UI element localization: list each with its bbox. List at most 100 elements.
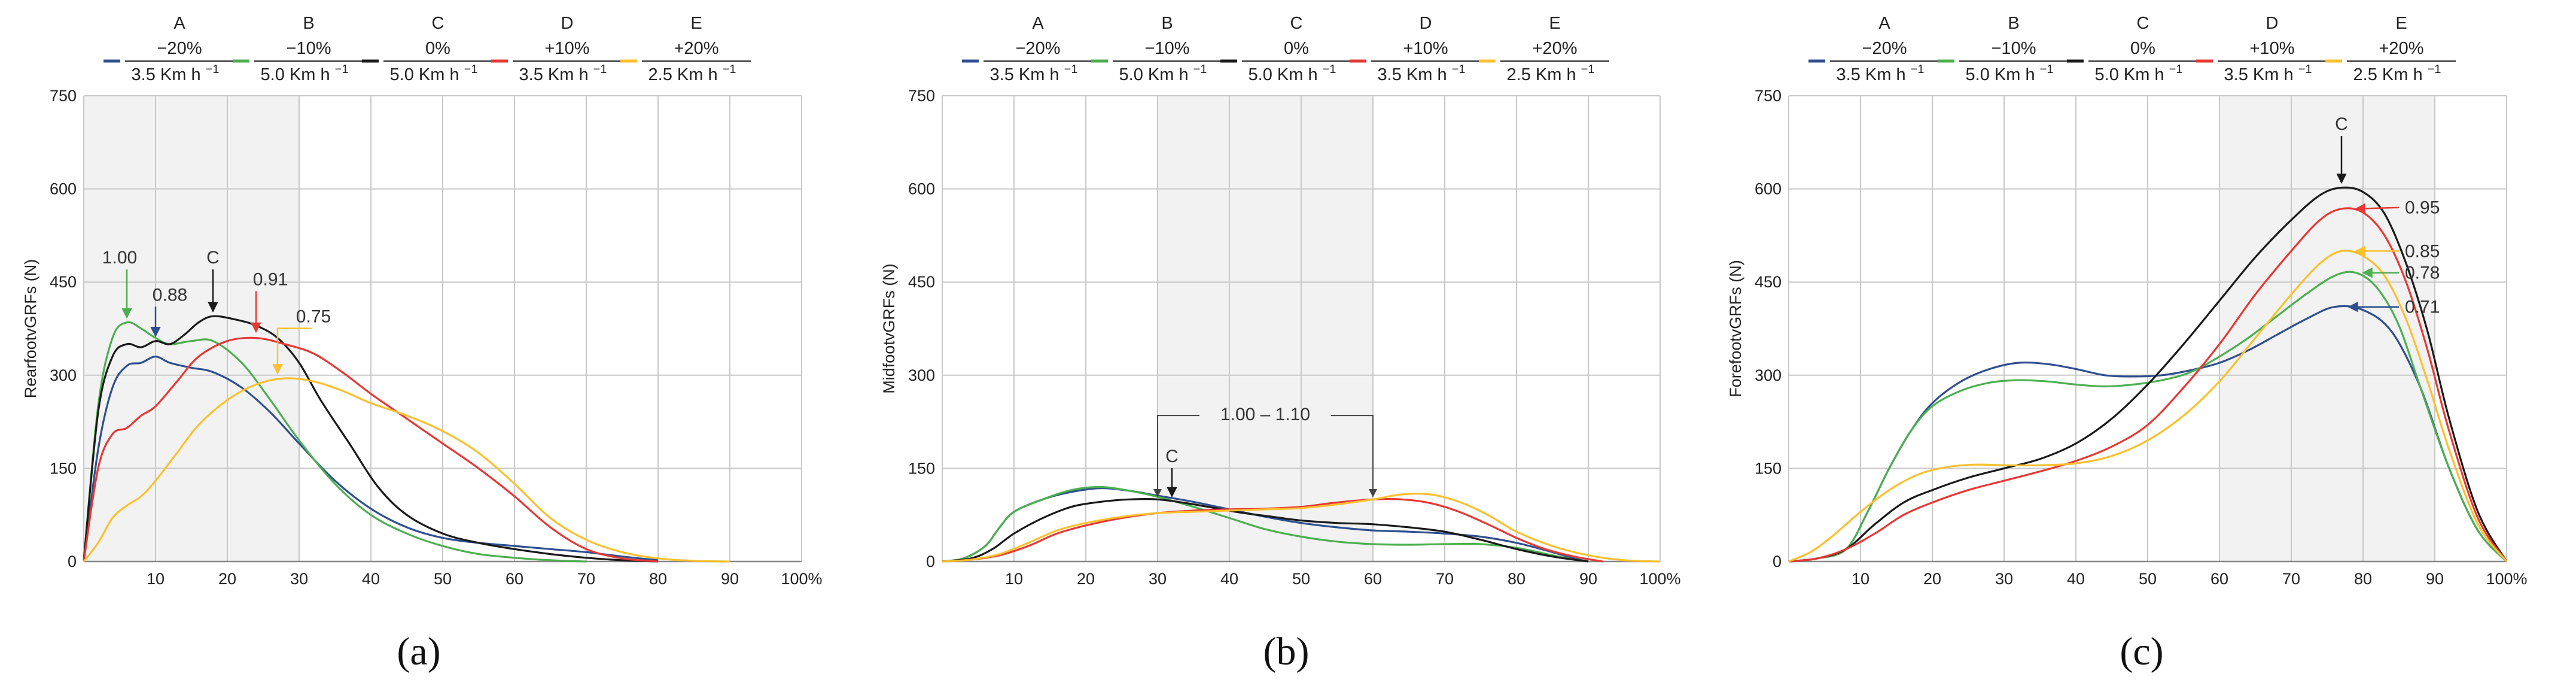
y-tick-label: 150: [1755, 459, 1782, 477]
annotation-label: C: [206, 248, 220, 268]
x-tick-label: 30: [1149, 570, 1167, 588]
legend-key: E: [1549, 14, 1560, 33]
legend-speed: 5.0 Km h −1: [1249, 63, 1336, 84]
legend-speed-exponent: −1: [464, 63, 478, 76]
legend-speed-exponent: −1: [1911, 63, 1925, 76]
legend-percent: −10%: [1145, 39, 1190, 58]
x-tick-label: 70: [1436, 570, 1454, 588]
legend-speed-exponent: −1: [2428, 63, 2441, 76]
legend-percent: 0%: [425, 39, 450, 58]
x-tick-label: 80: [649, 570, 667, 588]
y-tick-label: 150: [908, 459, 935, 477]
y-tick-label: 0: [926, 553, 935, 570]
x-tick-label: 80: [2354, 570, 2372, 588]
x-tick-label: 30: [1995, 570, 2013, 588]
legend-speed: 2.5 Km h −1: [2353, 63, 2441, 84]
legend-percent: +10%: [2250, 39, 2295, 58]
legend-entry-E: E +20% 2.5 Km h −1: [1479, 14, 1609, 84]
x-tick-label: 20: [218, 570, 236, 588]
legend-percent: −20%: [1016, 39, 1061, 58]
series-line-C: [1788, 186, 2508, 563]
x-tick-label: 100%: [781, 570, 822, 588]
y-tick-label: 450: [908, 273, 935, 291]
legend-key: E: [690, 14, 702, 33]
legend-percent: +10%: [545, 39, 590, 58]
x-tick-label: 20: [1923, 570, 1941, 588]
y-tick-label: 450: [50, 273, 77, 291]
legend-speed: 2.5 Km h −1: [1507, 63, 1595, 84]
legend-speed-exponent: −1: [206, 63, 220, 76]
legend-percent: +10%: [1403, 39, 1448, 58]
y-axis-label: MidfootvGRFs (N): [880, 263, 898, 394]
legend-speed: 3.5 Km h −1: [132, 63, 220, 84]
legend-percent: +20%: [1533, 39, 1578, 58]
legend-percent: +20%: [674, 39, 719, 58]
legend-speed: 5.0 Km h −1: [2095, 63, 2183, 84]
legend-percent: −20%: [1862, 39, 1907, 58]
annotation-label: 0.78: [2405, 263, 2440, 283]
x-tick-label: 70: [2282, 570, 2300, 588]
legend-entry-C: C 0% 5.0 Km h −1: [362, 14, 492, 84]
x-tick-label: 50: [2139, 570, 2157, 588]
legend-entry-C: C 0% 5.0 Km h −1: [1220, 14, 1351, 84]
y-tick-label: 300: [1755, 366, 1782, 384]
annotation-label: 0.71: [2405, 298, 2440, 317]
legend-entry-B: B −10% 5.0 Km h −1: [1938, 14, 2068, 84]
x-tick-label: 80: [1508, 570, 1525, 588]
legend-percent: 0%: [1284, 39, 1309, 58]
legend-speed-exponent: −1: [2169, 63, 2183, 76]
x-tick-label: 100%: [1639, 570, 1680, 588]
y-tick-label: 0: [68, 553, 77, 570]
x-tick-label: 10: [147, 570, 165, 588]
annotation-label: 0.75: [296, 307, 331, 327]
legend-key: D: [2266, 14, 2279, 33]
series-line-A: [83, 356, 659, 562]
x-tick-label: 20: [1077, 570, 1095, 588]
chart-panel-a: 0 150 300 450 600 750 10 20 30 40 50 60 70 80 90 100% Re…: [22, 14, 823, 673]
x-tick-label: 30: [290, 570, 308, 588]
legend-speed-exponent: −1: [1323, 63, 1336, 76]
x-tick-label: 10: [1852, 570, 1869, 588]
legend-key: A: [1878, 14, 1890, 33]
x-tick-label: 70: [577, 570, 595, 588]
annotation-label: 1.00: [102, 248, 137, 268]
y-tick-label: 600: [1755, 180, 1782, 198]
legend-entry-D: D +10% 3.5 Km h −1: [2196, 14, 2327, 84]
annotation-label: 0.88: [153, 285, 187, 305]
legend-key: B: [1161, 14, 1173, 33]
legend-speed-exponent: −1: [335, 63, 349, 76]
chart-panel-b: 0 150 300 450 600 750 10 20 30 40 50 60 70 80 90 100% Mi…: [880, 14, 1681, 673]
x-tick-label: 40: [2067, 570, 2085, 588]
x-tick-label: 40: [1220, 570, 1238, 588]
bracket-line: [1331, 415, 1377, 497]
legend-entry-A: A −20% 3.5 Km h −1: [1808, 14, 1939, 84]
y-tick-label: 0: [1773, 553, 1782, 570]
x-tick-label: 40: [362, 570, 380, 588]
legend-speed: 5.0 Km h −1: [1966, 63, 2054, 84]
shaded-region: [1158, 96, 1373, 561]
legend-entry-E: E +20% 2.5 Km h −1: [620, 14, 751, 84]
annotation-label: 1.00 – 1.10: [1220, 405, 1310, 424]
series-line-B: [1788, 271, 2508, 563]
figure-caption: (c): [2120, 630, 2163, 673]
y-tick-label: 300: [908, 366, 935, 384]
legend-speed-exponent: −1: [1064, 63, 1078, 76]
series-line-C: [83, 315, 659, 563]
legend-speed: 2.5 Km h −1: [648, 63, 736, 84]
legend-percent: −10%: [287, 39, 331, 58]
x-tick-label: 10: [1005, 570, 1023, 588]
chart-panel-c: 0 150 300 450 600 750 10 20 30 40 50 60 70 80 90 100% Fo…: [1727, 14, 2528, 673]
legend-speed-exponent: −1: [593, 63, 607, 76]
x-tick-label: 90: [2426, 570, 2444, 588]
legend-key: D: [561, 14, 574, 33]
legend-percent: −10%: [1992, 39, 2036, 58]
legend-percent: +20%: [2379, 39, 2424, 58]
legend-speed: 3.5 Km h −1: [519, 63, 607, 84]
y-tick-label: 600: [908, 180, 935, 198]
x-tick-label: 50: [434, 570, 452, 588]
bracket-line: [1153, 415, 1199, 497]
y-axis-label: RearfootvGRFs (N): [22, 259, 39, 399]
legend-percent: 0%: [2130, 39, 2155, 58]
annotation-arrow: [2355, 203, 2400, 214]
